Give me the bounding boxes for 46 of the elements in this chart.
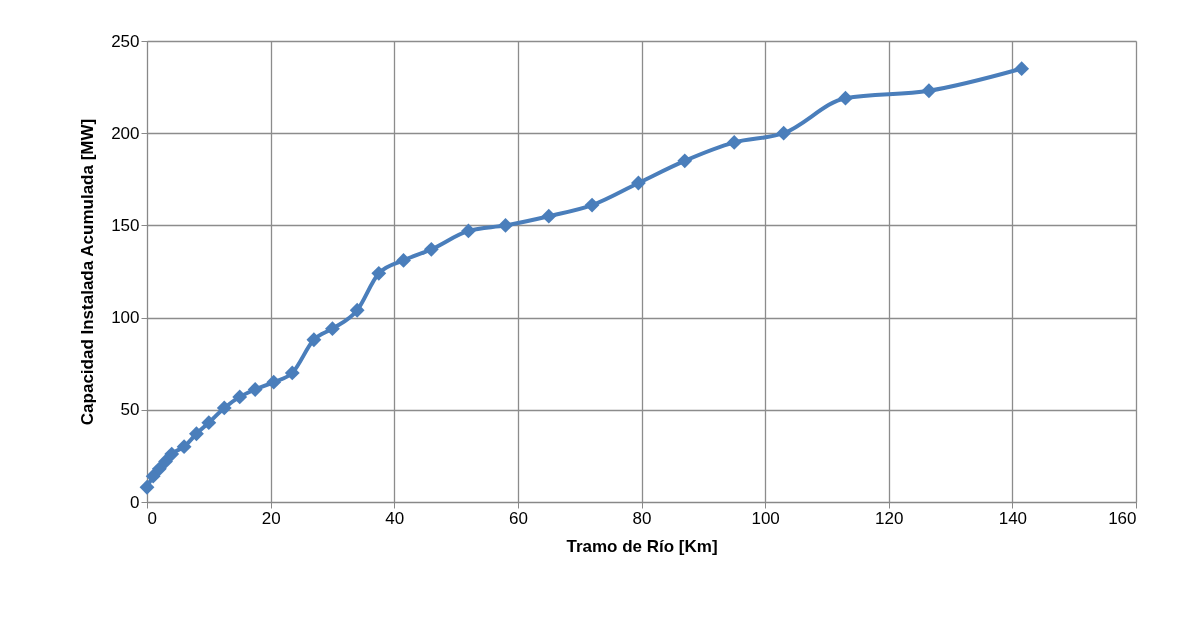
point [201, 415, 217, 431]
x-tick-label: 140 [998, 508, 1028, 528]
point [584, 197, 600, 213]
y-axis-title: Capacidad Instalada Acumulada [MW] [78, 118, 98, 426]
point [541, 208, 557, 224]
x-axis-title: Tramo de Río [Km] [566, 536, 718, 556]
point [371, 265, 387, 281]
point [158, 454, 173, 469]
point [145, 468, 161, 484]
x-tick-label: 160 [1108, 508, 1137, 528]
point [921, 83, 937, 99]
point [284, 365, 300, 381]
point [189, 426, 204, 442]
point [630, 175, 646, 191]
point [266, 374, 282, 390]
x-tick-label: 0 [147, 508, 157, 528]
point [396, 253, 411, 268]
point [838, 90, 853, 106]
point [677, 153, 693, 169]
point [164, 446, 180, 462]
point [176, 439, 192, 455]
y-tick-label: 200 [111, 123, 140, 143]
y-tick-label: 0 [130, 492, 140, 512]
point [349, 302, 365, 318]
y-tick-label: 250 [111, 31, 140, 51]
point [216, 400, 232, 416]
x-tick-label: 60 [508, 508, 528, 528]
point [726, 135, 742, 150]
point [498, 217, 513, 233]
point [461, 223, 476, 239]
x-tick-label: 100 [751, 508, 780, 528]
point [139, 479, 155, 495]
x-tick-label: 40 [385, 508, 405, 528]
x-tick-label: 20 [261, 508, 281, 528]
y-tick-label: 150 [111, 215, 140, 235]
point [306, 332, 322, 348]
point [1014, 61, 1030, 77]
point [325, 321, 340, 337]
x-tick-label: 80 [632, 508, 652, 528]
point [247, 382, 263, 397]
y-tick-label: 100 [111, 308, 140, 328]
point [776, 125, 792, 141]
y-tick-label: 50 [120, 400, 140, 420]
point [423, 241, 439, 257]
point [232, 389, 248, 405]
x-tick-label: 120 [875, 508, 904, 528]
